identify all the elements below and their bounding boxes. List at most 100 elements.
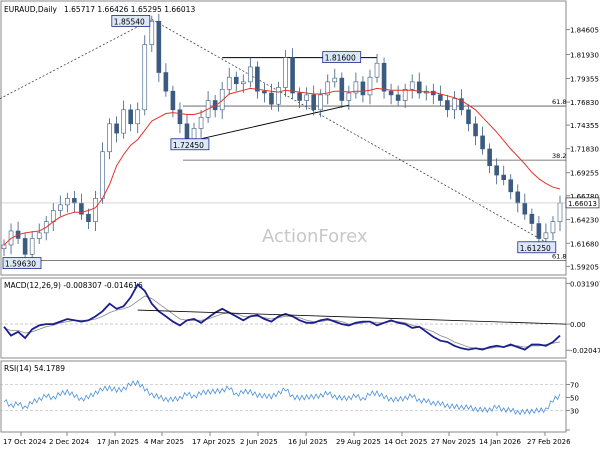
candle-body xyxy=(233,76,239,85)
high-label-box xyxy=(111,15,151,27)
low-start-label-box xyxy=(2,257,42,270)
candle-body xyxy=(50,210,56,222)
candle-body xyxy=(388,90,394,96)
candle-body xyxy=(515,191,521,204)
candle-body xyxy=(240,81,246,85)
macd-y-tick-label: -0.020479 xyxy=(570,347,600,355)
macd-panel-frame xyxy=(0,277,567,359)
chart-ohlc: 1.65717 1.66426 1.65295 1.66013 xyxy=(64,5,195,14)
macd-layer: 0.031907 0.00 -0.020479 xyxy=(0,280,600,355)
candle-body xyxy=(416,81,422,94)
x-axis-label: 17 Oct 2024 xyxy=(3,438,47,446)
price-y-tick-label: 1.66780 xyxy=(570,193,599,201)
candle-body xyxy=(248,66,253,83)
macd-signal-line xyxy=(3,295,561,349)
candle-body xyxy=(86,213,91,222)
x-axis: 17 Oct 2024 2 Dec 2024 17 Jan 2025 4 Mar 20… xyxy=(3,432,571,446)
candle-body xyxy=(29,238,35,255)
price-layer: 1.84605 1.81930 1.79355 1.76830 1.74355 1.718… xyxy=(0,13,600,271)
x-axis-label: 27 Feb 2026 xyxy=(527,438,571,446)
candle-body xyxy=(149,20,155,45)
x-axis-label: 16 Jul 2025 xyxy=(288,438,328,446)
candle-body xyxy=(276,87,281,105)
candle-body xyxy=(508,179,514,193)
rsi-y-tick-label: 30 xyxy=(570,408,579,416)
candle-body xyxy=(36,232,42,239)
low-start-label: 1.59630 xyxy=(5,260,36,269)
candle-body xyxy=(536,223,542,239)
sma-line xyxy=(3,87,561,246)
candle-body xyxy=(212,100,218,111)
candle-body xyxy=(283,57,288,88)
price-y-tick-label: 1.59205 xyxy=(570,263,599,271)
candle-body xyxy=(353,81,359,94)
swing-low-label-box xyxy=(170,138,210,151)
x-axis-label: 4 Mar 2025 xyxy=(144,438,184,446)
candle-body xyxy=(501,174,506,181)
candle-body xyxy=(170,90,176,111)
candle-body xyxy=(452,98,457,111)
candle-body xyxy=(409,81,415,90)
candle-body xyxy=(402,89,408,101)
candle-body xyxy=(318,94,324,111)
rsi-panel-frame xyxy=(0,360,567,433)
candle-body xyxy=(226,76,232,90)
candle-body xyxy=(269,92,274,105)
candle-body xyxy=(219,89,225,111)
trend-line-dotted xyxy=(151,19,547,243)
rsi-y-tick-label: 70 xyxy=(570,382,579,390)
candle-body xyxy=(58,204,63,211)
x-axis-label: 14 Oct 2025 xyxy=(384,438,427,446)
recent-low-label-box xyxy=(517,241,557,254)
candle-body xyxy=(381,62,387,92)
price-y-tick-label: 1.71830 xyxy=(570,146,599,154)
candle-body xyxy=(459,98,464,111)
macd-y-tick-label: 0.00 xyxy=(570,321,586,329)
candle-body xyxy=(297,92,302,101)
macd-y-tick-label: 0.031907 xyxy=(570,280,600,288)
x-axis-label: 29 Aug 2025 xyxy=(336,438,381,446)
candle-body xyxy=(529,213,535,224)
candle-body xyxy=(121,109,126,134)
candle-body xyxy=(395,94,401,101)
candle-body xyxy=(290,57,295,94)
candle-body xyxy=(346,92,352,101)
last-price-box xyxy=(565,197,600,209)
candle-body xyxy=(72,198,77,204)
price-y-tick-label: 1.69255 xyxy=(570,170,599,178)
watermark: ActionForex xyxy=(262,226,368,247)
recent-low-label: 1.61250 xyxy=(520,244,551,253)
candle-body xyxy=(311,94,316,111)
candle-body xyxy=(473,123,478,137)
fib-level-label: 38.2 xyxy=(552,152,566,160)
price-y-tick-label: 1.84605 xyxy=(570,27,599,35)
x-axis-label: 27 Nov 2025 xyxy=(431,438,476,446)
candle-body xyxy=(191,128,197,140)
swing-high-label-box xyxy=(322,51,362,64)
candle-body xyxy=(466,109,471,125)
candle-body xyxy=(367,76,373,96)
candle-body xyxy=(93,198,98,222)
price-y-tick-label: 1.79355 xyxy=(570,76,599,84)
price-panel-frame xyxy=(0,0,567,276)
candle-body xyxy=(156,20,162,73)
candle-body xyxy=(480,135,485,150)
candle-body xyxy=(445,100,450,111)
candle-body xyxy=(1,244,7,249)
candle-body xyxy=(339,77,345,101)
candle-body xyxy=(255,66,260,92)
swing-low-label: 1.72450 xyxy=(173,141,204,150)
candle-body xyxy=(522,202,528,215)
candle-body xyxy=(304,94,309,101)
chart-symbol: EURAUD,Daily xyxy=(4,5,57,14)
x-axis-label: 14 Jan 2026 xyxy=(479,438,522,446)
candle-body xyxy=(543,232,549,239)
rsi-line xyxy=(3,379,561,416)
rsi-header: RSI(14) 54.1789 xyxy=(4,364,65,373)
swing-high-label: 1.81600 xyxy=(325,54,356,63)
candle-body xyxy=(487,148,492,167)
price-y-tick-label: 1.76830 xyxy=(570,99,599,107)
candle-body xyxy=(262,90,267,94)
